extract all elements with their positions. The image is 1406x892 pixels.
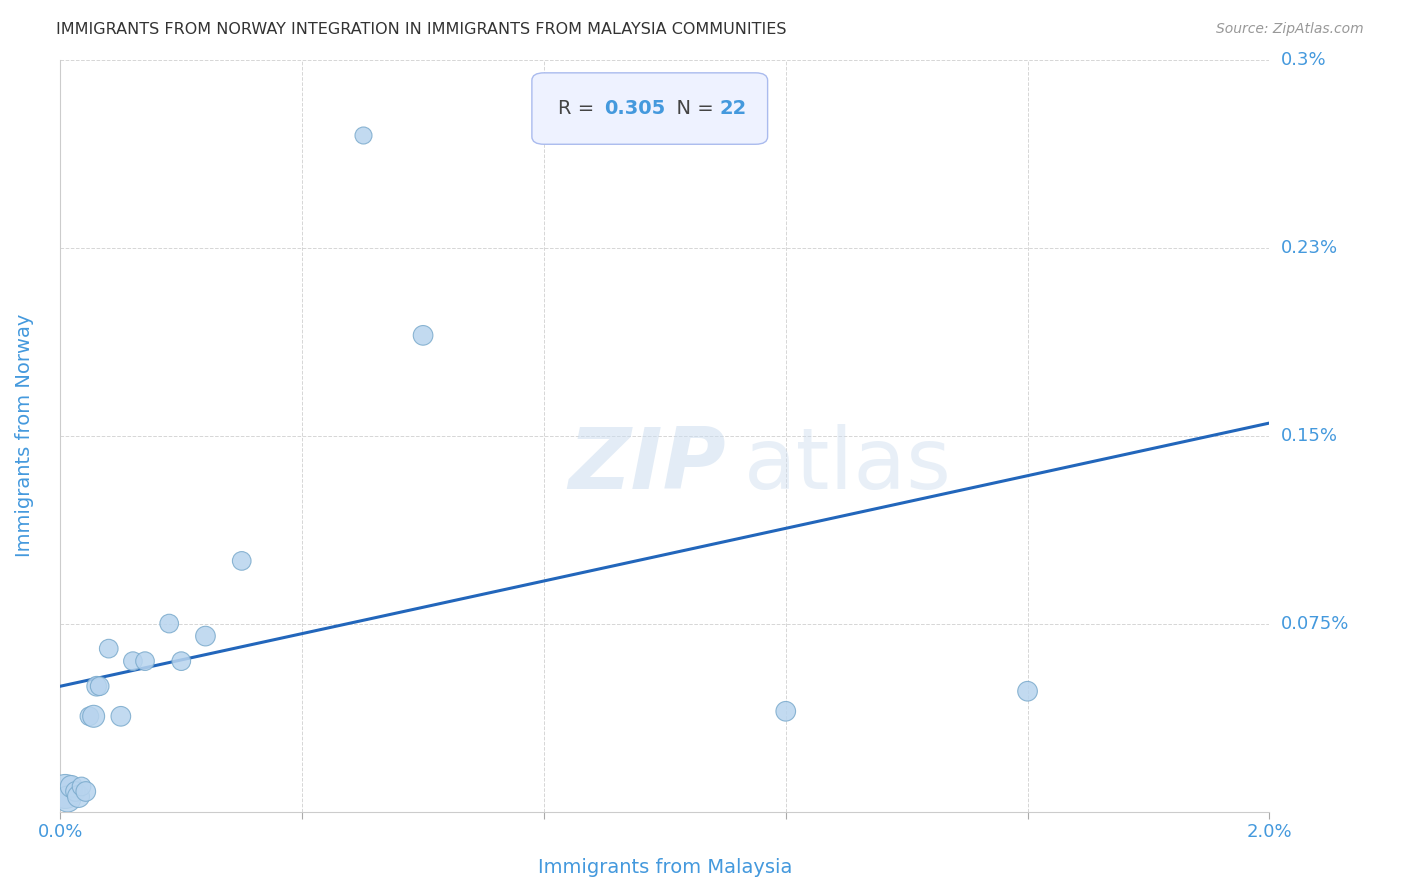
Point: [56, 792, 79, 806]
Point: [89, 679, 111, 693]
Point: [122, 654, 145, 668]
Point: [110, 709, 132, 723]
Text: Source: ZipAtlas.com: Source: ZipAtlas.com: [1216, 22, 1364, 37]
Point: [70, 780, 93, 794]
Text: 0.075%: 0.075%: [1281, 615, 1348, 632]
Text: 0.23%: 0.23%: [1281, 239, 1337, 257]
Text: ZIP: ZIP: [568, 425, 725, 508]
Point: [53, 784, 76, 798]
Point: [83, 709, 105, 723]
Point: [1017, 684, 1039, 698]
Y-axis label: Immigrants from Norway: Immigrants from Norway: [15, 314, 34, 558]
Text: 0.305: 0.305: [605, 99, 665, 118]
Text: 22: 22: [720, 99, 747, 118]
Point: [79, 709, 101, 723]
Point: [86, 679, 108, 693]
Point: [352, 128, 374, 142]
Point: [157, 616, 180, 631]
Text: atlas: atlas: [744, 425, 952, 508]
Point: [170, 654, 193, 668]
FancyBboxPatch shape: [531, 73, 768, 145]
Point: [65, 784, 87, 798]
Text: IMMIGRANTS FROM NORWAY INTEGRATION IN IMMIGRANTS FROM MALAYSIA COMMUNITIES: IMMIGRANTS FROM NORWAY INTEGRATION IN IM…: [56, 22, 787, 37]
Point: [194, 629, 217, 643]
Text: R =: R =: [558, 99, 600, 118]
Point: [60, 780, 83, 794]
X-axis label: Immigrants from Malaysia: Immigrants from Malaysia: [537, 858, 792, 877]
Point: [231, 554, 253, 568]
Point: [775, 704, 797, 718]
Text: N =: N =: [664, 99, 720, 118]
Text: 0.15%: 0.15%: [1281, 426, 1337, 444]
Text: 0.3%: 0.3%: [1281, 51, 1326, 69]
Point: [412, 328, 434, 343]
Point: [67, 789, 90, 804]
Point: [97, 641, 120, 656]
Point: [134, 654, 156, 668]
Point: [75, 784, 97, 798]
